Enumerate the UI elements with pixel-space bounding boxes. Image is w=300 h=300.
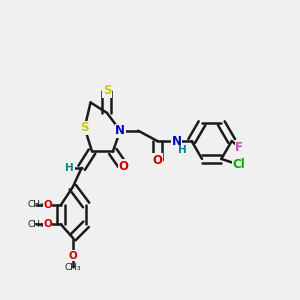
Text: O: O [118, 160, 128, 173]
Text: O: O [152, 154, 162, 167]
Text: F: F [235, 140, 243, 154]
Text: S: S [103, 84, 111, 97]
Text: N: N [172, 135, 182, 148]
Text: O: O [43, 219, 52, 229]
Text: N: N [115, 124, 125, 137]
Text: S: S [80, 121, 89, 134]
Text: H: H [65, 163, 74, 173]
Text: CH₃: CH₃ [64, 263, 81, 272]
Text: CH₃: CH₃ [27, 200, 44, 209]
Text: O: O [43, 200, 52, 210]
Text: O: O [68, 250, 77, 260]
Text: H: H [178, 145, 187, 155]
Text: CH₃: CH₃ [27, 220, 44, 229]
Text: Cl: Cl [233, 158, 245, 171]
